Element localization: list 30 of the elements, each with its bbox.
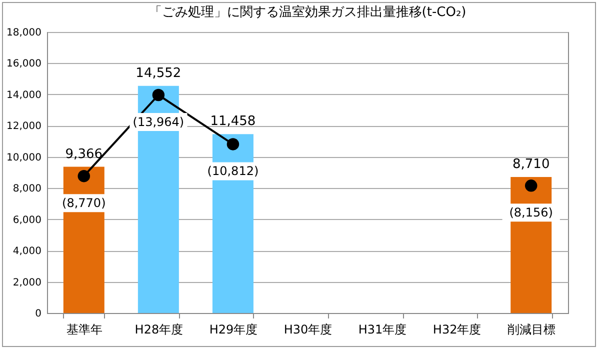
chart-title: 「ごみ処理」に関する温室効果ガス排出量推移(t-CO₂): [148, 4, 466, 20]
y-tick-label: 2,000: [12, 277, 42, 288]
y-tick-label: 16,000: [6, 58, 42, 70]
data-label: (13,964): [132, 115, 184, 130]
data-label: (8,156): [509, 206, 553, 220]
y-tick-label: 18,000: [6, 28, 42, 38]
data-label: 14,552: [136, 66, 182, 81]
data-label: 8,710: [512, 157, 550, 172]
x-tick-label: H31年度: [358, 322, 407, 336]
data-label: 11,458: [210, 114, 256, 130]
point: [78, 170, 90, 182]
point: [226, 138, 240, 150]
data-label: 9,366: [65, 146, 103, 162]
x-tick-label: H29年度: [209, 322, 258, 336]
y-tick-label: 6,000: [12, 214, 42, 226]
y-tick-label: 0: [35, 308, 42, 320]
y-tick-label: 8,000: [12, 184, 42, 195]
y-tick-label: 12,000: [6, 121, 42, 132]
x-tick-label: H32年度: [432, 322, 482, 336]
x-tick-label: 基準年: [66, 322, 102, 336]
y-tick-label: 10,000: [6, 152, 42, 164]
data-label: (8,770): [62, 196, 106, 210]
point: [524, 180, 538, 192]
point: [152, 88, 165, 102]
x-tick-label: H28年度: [134, 322, 184, 336]
data-label: (10,812): [207, 164, 259, 178]
y-tick-label: 4,000: [12, 246, 42, 258]
x-tick-label: H30年度: [284, 322, 332, 336]
x-tick-label: 削減目標: [508, 322, 556, 336]
y-tick-label: 14,000: [6, 90, 42, 101]
